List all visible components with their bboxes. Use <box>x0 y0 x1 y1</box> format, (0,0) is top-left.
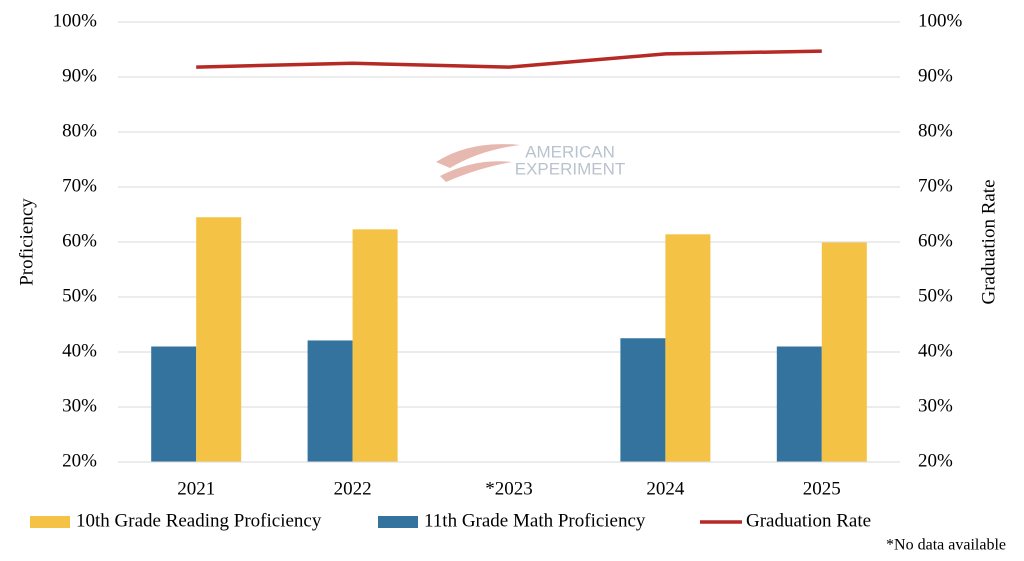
bar <box>151 346 197 462</box>
y2-tick-label: 50% <box>918 285 953 306</box>
y2-tick-label: 80% <box>918 120 953 141</box>
y2-tick-label: 100% <box>918 10 963 31</box>
watermark-text: AMERICAN <box>525 142 615 161</box>
y2-tick-label: 40% <box>918 340 953 361</box>
watermark-logo <box>440 161 512 182</box>
x-tick-label: 2024 <box>646 478 685 499</box>
y-tick-label: 30% <box>62 395 97 416</box>
legend-label: 11th Grade Math Proficiency <box>424 510 646 531</box>
y-tick-label: 40% <box>62 340 97 361</box>
y-tick-label: 20% <box>62 450 97 471</box>
legend-swatch <box>378 516 418 528</box>
line <box>196 49 822 69</box>
y2-tick-label: 20% <box>918 450 953 471</box>
watermark: AMERICAN EXPERIMENT <box>436 142 625 182</box>
x-tick-label: 2022 <box>334 478 372 499</box>
watermark-text: EXPERIMENT <box>515 159 626 178</box>
x-tick-label: 2021 <box>177 478 215 499</box>
bar <box>821 242 867 462</box>
legend-label: Graduation Rate <box>746 510 871 531</box>
y-tick-label: 90% <box>62 65 97 86</box>
y-tick-label: 60% <box>62 230 97 251</box>
y2-tick-label: 90% <box>918 65 953 86</box>
bar <box>665 234 711 462</box>
bar <box>352 229 398 462</box>
y2-tick-label: 70% <box>918 175 953 196</box>
bar <box>620 338 666 462</box>
y-tick-label: 100% <box>53 10 98 31</box>
y2-axis-title: Graduation Rate <box>978 179 999 304</box>
legend-swatch <box>30 516 70 528</box>
x-tick-label: *2023 <box>485 478 533 499</box>
y-tick-label: 80% <box>62 120 97 141</box>
y-tick-label: 50% <box>62 285 97 306</box>
y-axis-title: Proficiency <box>16 198 37 286</box>
watermark-logo <box>436 144 520 168</box>
bar <box>776 346 822 462</box>
legend-label: 10th Grade Reading Proficiency <box>76 510 322 531</box>
annotation: *No data available <box>886 537 1006 554</box>
y-tick-label: 70% <box>62 175 97 196</box>
y2-tick-label: 60% <box>918 230 953 251</box>
bar <box>307 340 353 462</box>
x-tick-label: 2025 <box>803 478 841 499</box>
y2-tick-label: 30% <box>918 395 953 416</box>
bar <box>196 217 242 462</box>
